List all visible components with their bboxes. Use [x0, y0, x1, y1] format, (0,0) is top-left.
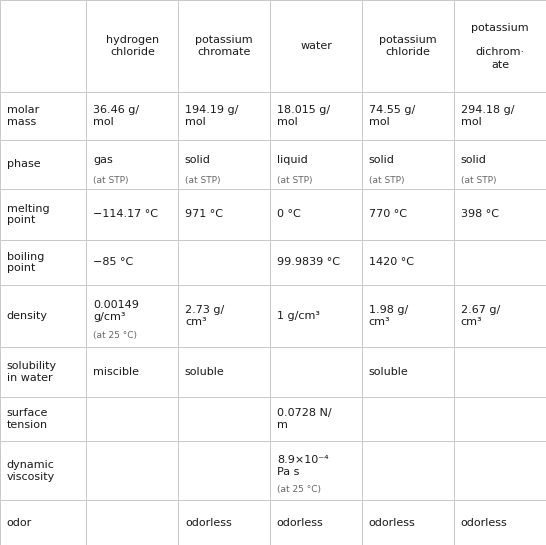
Text: 971 °C: 971 °C	[185, 209, 223, 220]
Text: potassium
chromate: potassium chromate	[195, 35, 253, 57]
Text: (at 25 °C): (at 25 °C)	[277, 485, 321, 494]
Text: (at STP): (at STP)	[461, 175, 496, 185]
Text: 0 °C: 0 °C	[277, 209, 300, 220]
Text: dynamic
viscosity: dynamic viscosity	[7, 460, 55, 482]
Text: 770 °C: 770 °C	[369, 209, 407, 220]
Text: −114.17 °C: −114.17 °C	[93, 209, 158, 220]
Text: liquid: liquid	[277, 155, 307, 166]
Text: 18.015 g/
mol: 18.015 g/ mol	[277, 105, 330, 127]
Text: (at STP): (at STP)	[93, 175, 128, 185]
Text: odorless: odorless	[277, 518, 324, 528]
Text: 194.19 g/
mol: 194.19 g/ mol	[185, 105, 238, 127]
Text: 1.98 g/
cm³: 1.98 g/ cm³	[369, 305, 408, 327]
Text: −85 °C: −85 °C	[93, 257, 133, 268]
Text: solid: solid	[461, 155, 486, 166]
Text: potassium
chloride: potassium chloride	[379, 35, 437, 57]
Text: 8.9×10⁻⁴
Pa s: 8.9×10⁻⁴ Pa s	[277, 455, 329, 477]
Text: (at 25 °C): (at 25 °C)	[93, 331, 137, 341]
Text: 74.55 g/
mol: 74.55 g/ mol	[369, 105, 415, 127]
Text: solid: solid	[185, 155, 211, 166]
Text: 398 °C: 398 °C	[461, 209, 498, 220]
Text: 294.18 g/
mol: 294.18 g/ mol	[461, 105, 514, 127]
Text: (at STP): (at STP)	[277, 175, 312, 185]
Text: 2.67 g/
cm³: 2.67 g/ cm³	[461, 305, 500, 327]
Text: phase: phase	[7, 159, 40, 169]
Text: miscible: miscible	[93, 367, 139, 377]
Text: (at STP): (at STP)	[369, 175, 404, 185]
Text: molar
mass: molar mass	[7, 105, 39, 127]
Text: 36.46 g/
mol: 36.46 g/ mol	[93, 105, 139, 127]
Text: solubility
in water: solubility in water	[7, 361, 57, 383]
Text: melting
point: melting point	[7, 204, 49, 225]
Text: soluble: soluble	[369, 367, 408, 377]
Text: odorless: odorless	[185, 518, 232, 528]
Text: 2.73 g/
cm³: 2.73 g/ cm³	[185, 305, 224, 327]
Text: odor: odor	[7, 518, 32, 528]
Text: potassium

dichrom·
ate: potassium dichrom· ate	[471, 22, 529, 70]
Text: gas: gas	[93, 155, 112, 166]
Text: odorless: odorless	[461, 518, 507, 528]
Text: surface
tension: surface tension	[7, 408, 48, 430]
Text: density: density	[7, 311, 48, 321]
Text: water: water	[300, 41, 332, 51]
Text: 1 g/cm³: 1 g/cm³	[277, 311, 320, 321]
Text: solid: solid	[369, 155, 395, 166]
Text: 0.00149
g/cm³: 0.00149 g/cm³	[93, 300, 139, 322]
Text: 0.0728 N/
m: 0.0728 N/ m	[277, 408, 331, 430]
Text: 1420 °C: 1420 °C	[369, 257, 414, 268]
Text: (at STP): (at STP)	[185, 175, 221, 185]
Text: hydrogen
chloride: hydrogen chloride	[106, 35, 159, 57]
Text: 99.9839 °C: 99.9839 °C	[277, 257, 340, 268]
Text: boiling
point: boiling point	[7, 252, 44, 273]
Text: odorless: odorless	[369, 518, 416, 528]
Text: soluble: soluble	[185, 367, 224, 377]
